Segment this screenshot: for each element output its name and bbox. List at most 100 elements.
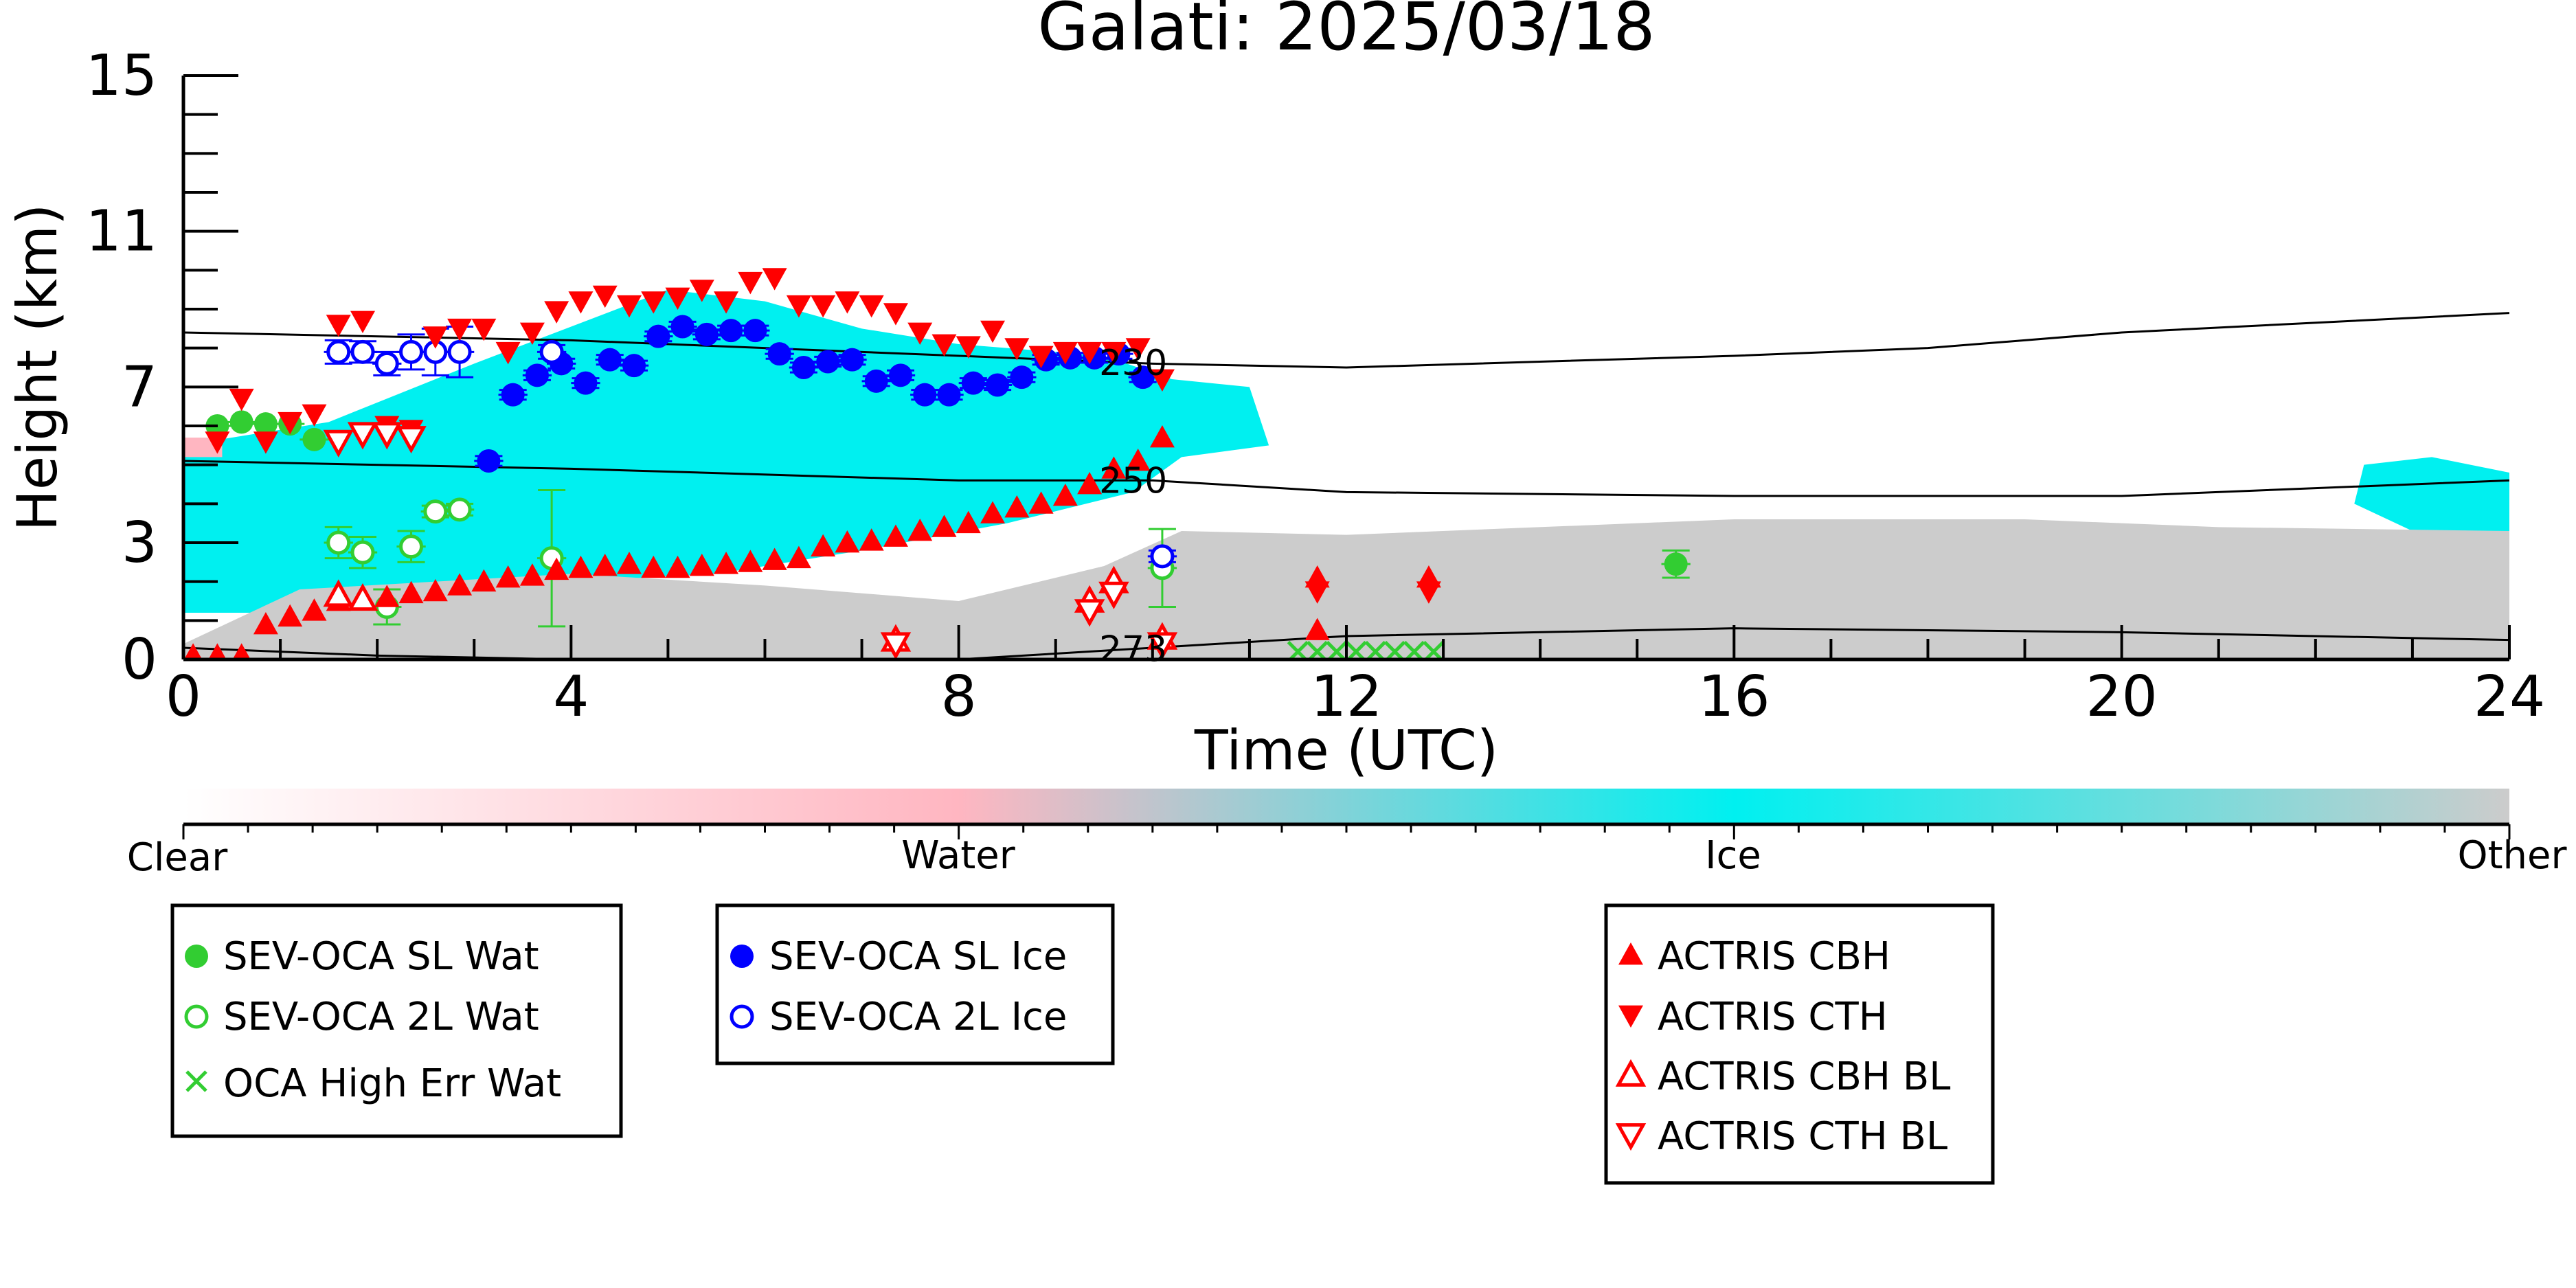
marker-actris-cbh [1149,425,1175,448]
marker-actris-cth [1304,581,1330,604]
marker-actris-cth [931,334,957,357]
marker-actris-cth [205,431,230,454]
marker-actris-cth [519,322,545,345]
marker-actris-cth-bl [372,422,403,450]
marker-actris-cth [592,285,618,308]
contour-label-250: 250 [1099,460,1167,501]
marker-actris-cbh [907,519,933,541]
marker-actris-cth [1028,346,1054,368]
marker-sev-oca-sl-ice [501,383,525,407]
y-tick-label: 0 [122,627,157,692]
marker-actris-cbh [544,557,569,580]
marker-sev-oca-2l-ice [539,339,564,364]
marker-sev-oca-sl-ice [622,354,646,378]
marker-actris-cbh [665,555,690,578]
legend-marker-shape [184,1004,209,1029]
marker-actris-cth-bl [396,426,427,454]
marker-actris-cbh [738,550,763,572]
marker-actris-cth [1416,581,1441,604]
legend-box-actris [1604,903,1995,1185]
marker-sev-oca-sl-ice [1131,365,1155,389]
y-ticks: 0 3 7 11 15 [86,43,238,692]
marker-actris-cbh [1125,449,1151,471]
legend-item-actris-cbh: ACTRIS CBH [1618,934,1890,979]
marker-sev-oca-2l-ice [326,339,351,364]
x-tick-label: 20 [2086,664,2157,730]
marker-actris-cbh [835,530,860,553]
marker-actris-cth [1004,338,1030,361]
legend-item-actris-cbh-bl: ACTRIS CBH BL [1615,1054,1950,1099]
marker-actris-cth [907,322,933,345]
marker-actris-cbh [1004,495,1030,518]
legend-marker-open-circle [730,1004,754,1029]
marker-sev-oca-sl-ice [1010,365,1034,389]
marker-actris-cbh [592,554,618,576]
legends: SEV-OCA SL Wat SEV-OCA 2L Wat OCA High E… [170,903,1995,1185]
marker-actris-cth [253,431,278,454]
marker-sev-oca-sl-ice [646,324,670,348]
marker-actris-cbh [859,528,884,551]
region-ice-0 [183,289,1269,613]
marker-actris-cth [350,310,376,333]
marker-actris-cbh [208,643,227,659]
marker-actris-cbh [471,569,497,592]
colorbar-label-clear: Clear [127,835,228,880]
region-other-2 [183,519,2509,659]
marker-actris-cbh [398,580,424,604]
marker-actris-cbh [253,612,278,635]
marker-actris-cth [641,291,666,314]
marker-actris-cth [1149,369,1175,392]
marker-actris-cth [471,318,497,341]
legend-item-actris-cth-bl: ACTRIS CTH BL [1615,1114,1947,1159]
legend-marker-filled-circle [185,945,208,968]
y-tick-label: 7 [122,354,157,420]
legend-label: SEV-OCA 2L Wat [223,995,539,1039]
marker-actris-cth [447,318,473,341]
legend-marker-shape [185,945,208,968]
marker-sev-oca-sl-ice [816,350,840,374]
legend-item-sev-oca-2l-ice: SEV-OCA 2L Ice [730,995,1067,1039]
marker-actris-cth [1101,341,1127,365]
marker-actris-cth [422,326,448,349]
marker-sev-oca-sl-ice [864,369,888,393]
marker-sev-oca-sl-ice [743,319,767,343]
marker-actris-cbh [232,643,251,659]
marker-actris-cth [835,291,860,314]
marker-actris-cbh [956,510,981,534]
legend-label: SEV-OCA 2L Ice [769,995,1067,1039]
legend-label: SEV-OCA SL Wat [223,934,539,979]
marker-sev-oca-sl-ice [670,315,694,339]
marker-actris-cth [1052,341,1078,365]
marker-sev-oca-2l-ice [350,339,375,364]
contour-250 [183,460,2509,497]
legend-label: OCA High Err Wat [223,1061,561,1106]
marker-actris-cbh [714,552,739,574]
y-axis-label: Height (km) [5,204,69,532]
marker-actris-cth-bl [323,429,354,457]
marker-sev-oca-2l-wat [350,540,375,565]
colorbar-ticks [182,824,2511,839]
marker-actris-cth [302,404,327,427]
marker-actris-cbh [278,604,303,627]
legend-item-sev-oca-sl-wat: SEV-OCA SL Wat [185,934,539,979]
marker-actris-cth [326,315,351,337]
marker-sev-oca-sl-ice [986,373,1010,397]
marker-actris-cth [495,341,521,365]
legend-item-oca-high-err-wat: OCA High Err Wat [185,1061,561,1106]
legend-label: ACTRIS CTH BL [1658,1114,1947,1159]
marker-actris-cth [689,280,714,302]
legend-marker-shape [1615,1059,1647,1087]
marker-sev-oca-sl-ice [889,363,913,387]
marker-sev-oca-2l-ice [1150,544,1175,569]
marker-sev-oca-2l-wat [423,499,448,524]
marker-sev-oca-sl-ice [525,363,549,387]
marker-sev-oca-sl-ice [840,348,864,372]
marker-actris-cbh [447,573,473,596]
marker-actris-cth [1125,338,1151,361]
y-tick-label: 3 [122,510,157,576]
legend-marker-shape [1618,1005,1643,1028]
marker-sev-oca-sl-ice [913,383,937,407]
marker-sev-oca-2l-wat [447,497,472,522]
marker-sev-oca-sl-ice [574,371,598,395]
